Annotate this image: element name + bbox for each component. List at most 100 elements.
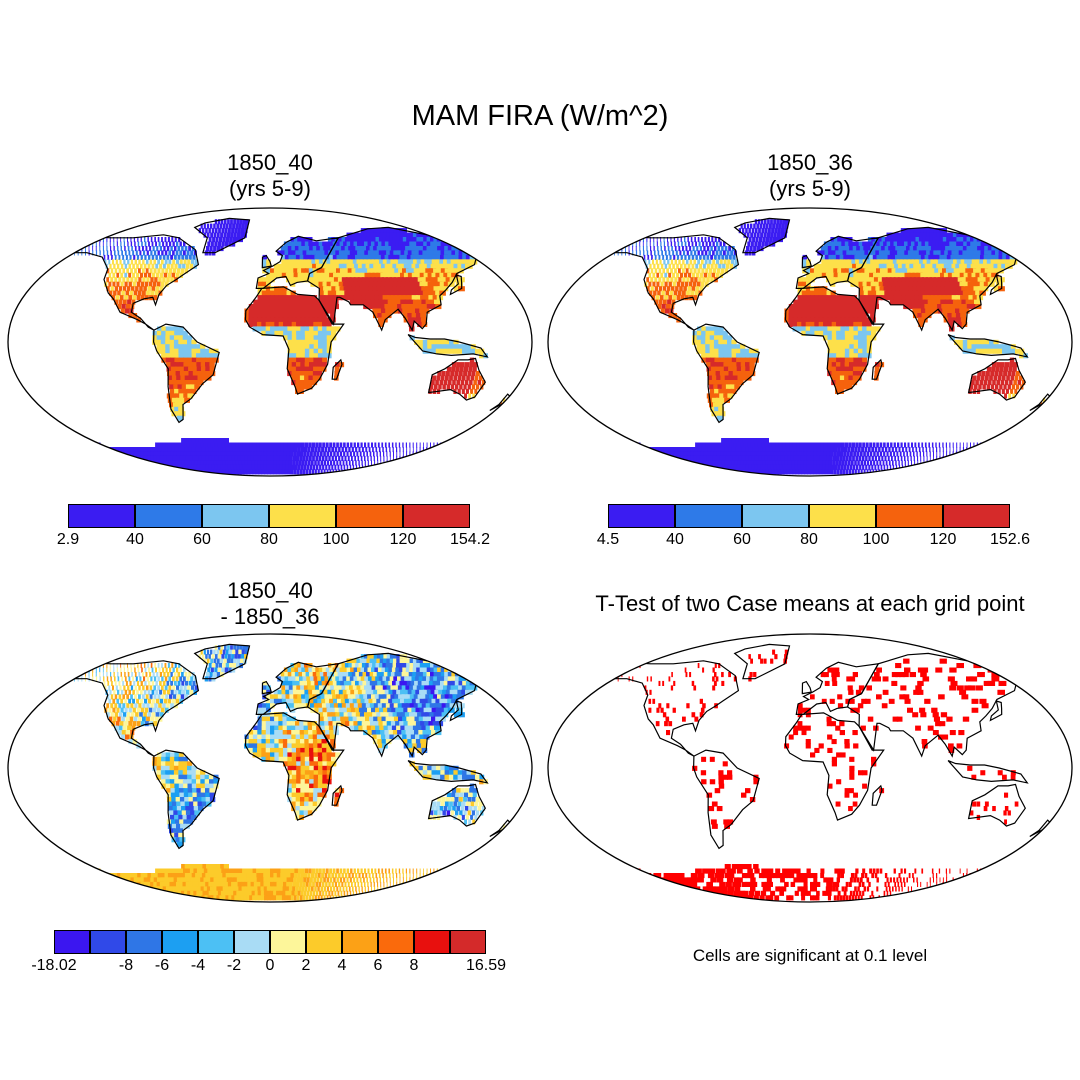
grid-cell [900,272,907,278]
grid-cell [895,286,902,292]
grid-cell [288,250,293,256]
grid-cell [859,290,865,296]
grid-cell [948,299,955,305]
grid-cell [901,277,908,283]
grid-cell [265,317,271,323]
grid-cell [926,250,933,256]
grid-cell [360,442,363,448]
grid-cell [962,290,970,296]
grid-cell [439,281,447,287]
grid-cell [847,254,853,260]
grid-cell [838,246,844,252]
grid-cell [933,455,934,461]
grid-cell [131,246,133,252]
grid-cell [373,455,375,461]
grid-cell [853,357,859,363]
grid-cell [790,455,796,461]
grid-cell [382,250,390,256]
grid-cell [825,268,831,274]
grid-cell [460,442,463,448]
grid-cell [704,250,708,256]
grid-cell [417,460,420,466]
grid-cell [229,460,234,466]
grid-cell [962,339,968,345]
grid-cell [138,268,141,274]
grid-cell [174,357,180,363]
grid-cell [750,232,753,238]
grid-cell [315,259,321,265]
grid-cell [106,237,108,243]
grid-cell [170,277,174,283]
grid-cell [171,411,178,417]
grid-cell [216,460,222,466]
grid-cell [1004,451,1007,457]
grid-cell [155,272,160,278]
grid-cell [461,241,470,247]
grid-cell [174,447,182,453]
grid-cell [818,317,824,323]
grid-cell [113,290,117,296]
grid-cell [840,339,846,345]
grid-cell [697,447,705,453]
grid-cell [862,362,867,368]
grid-cell [897,241,904,247]
grid-cell [172,241,175,247]
grid-cell [974,299,981,305]
grid-cell [957,286,964,292]
grid-cell [700,281,705,287]
grid-cell [921,241,929,247]
grid-cell [116,241,118,247]
grid-cell [295,304,301,310]
grid-cell [291,335,297,341]
grid-cell [864,295,870,301]
grid-cell [822,304,828,310]
grid-cell [238,223,242,229]
grid-cell [369,290,375,296]
grid-cell [876,254,883,260]
grid-cell [234,455,240,461]
grid-cell [102,246,104,252]
grid-cell [717,246,721,252]
grid-cell [187,344,193,350]
grid-cell [884,272,891,278]
grid-cell [667,259,670,265]
grid-cell [844,237,850,243]
grid-cell [909,277,916,283]
grid-cell [977,286,985,292]
grid-cell [136,254,140,260]
grid-cell [687,237,689,243]
grid-cell [285,263,291,269]
grid-cell [871,286,877,292]
grid-cell [840,344,846,350]
grid-cell [349,295,355,301]
grid-cell [92,464,102,470]
grid-cell [718,330,724,336]
grid-cell [384,241,392,247]
grid-cell [646,237,648,243]
grid-cell [799,447,805,453]
grid-cell [951,272,959,278]
grid-cell [761,442,767,448]
grid-cell [400,263,407,269]
grid-cell [984,339,990,345]
grid-cell [313,353,319,359]
grid-cell [244,313,250,319]
grid-cell [827,344,833,350]
grid-cell [718,353,724,359]
grid-cell [871,290,878,296]
grid-cell [718,335,724,341]
grid-cell [906,299,913,305]
grid-cell [751,455,758,461]
grid-cell [722,388,729,394]
grid-cell [176,259,180,265]
grid-cell [972,460,975,466]
grid-cell [128,272,132,278]
grid-cell [214,228,218,234]
grid-cell [375,237,383,243]
grid-cell [464,451,467,457]
grid-cell [173,451,180,457]
grid-cell [263,442,268,448]
grid-cell [879,241,886,247]
grid-cell [89,464,99,470]
grid-cell [325,277,332,283]
